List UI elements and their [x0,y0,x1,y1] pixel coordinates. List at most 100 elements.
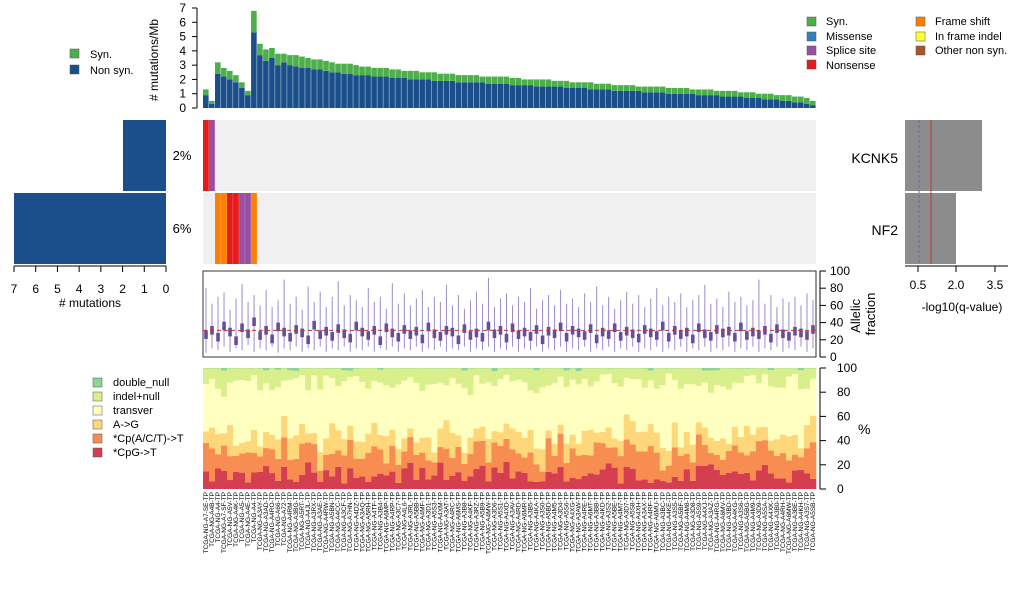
spectrum-segment [497,472,504,489]
spectrum-segment [509,478,516,489]
sample-label: TCGA-NG-A4RM-TP [287,492,294,553]
spectrum-segment [377,369,384,383]
spectrum-segment [389,471,396,489]
af-box [420,334,425,344]
sample-label: TCGA-NG-A3B0-TP [774,492,781,551]
gene-label-kcnk5: KCNK5 [851,150,898,166]
burden-bar-nonsyn [707,95,714,108]
sample-label: TCGA-NG-A4RH-TP [780,492,787,552]
sample-label: TCGA-NG-A3D7-TP [624,492,631,551]
spectrum-segment [671,379,679,423]
spectrum-segment [695,465,703,489]
spectrum-segment [287,368,294,371]
sample-label: TCGA-NG-A3B8-TP [461,492,468,551]
spectrum-swatch-a-g [92,419,103,430]
spectrum-segment [491,371,498,386]
spectrum-segment [395,384,402,449]
spectrum-segment [317,368,324,390]
spectrum-segment [257,471,264,489]
spectrum-segment [317,481,324,489]
spectrum-segment [803,473,811,489]
spectrum-segment [623,467,630,489]
spectrum-segment [641,368,649,388]
burden-bar-nonsyn [401,78,407,108]
spectrum-segment [347,377,354,426]
burden-bar-syn [497,76,504,84]
spectrum-segment [503,368,510,375]
spectrum-segment [653,368,661,389]
burden-bar-syn [605,83,612,90]
burden-bar-syn [431,72,437,81]
burden-bar-nonsyn [593,89,600,108]
burden-bar-nonsyn [233,82,239,108]
spectrum-segment [767,440,775,451]
spectrum-segment [779,368,787,388]
spectrum-segment [521,382,528,438]
sample-label: TCGA-NG-A7-SE-TP [203,492,210,553]
spectrum-segment [605,368,612,374]
burden-bar-syn [767,93,774,100]
sample-label: TCGA-NG-A4TF-TP [371,492,378,551]
burden-bar-nonsyn [611,90,618,108]
af-box [504,333,509,343]
burden-bar-syn [263,49,269,61]
spectrum-segment [557,466,564,489]
spectrum-segment [623,439,630,468]
spectrum-segment [785,460,793,483]
left-x-ticklabel: 2 [119,282,126,296]
spectrum-segment [599,431,606,444]
burden-bar-nonsyn [365,75,371,108]
af-box [246,329,250,339]
spectrum-segment [713,454,721,470]
spectrum-segment [245,380,252,442]
burden-bar-syn [407,70,413,80]
spectrum-segment [479,426,486,441]
burden-bar-syn [581,82,588,88]
spectrum-segment [287,479,294,489]
burden-bar-syn [461,75,468,83]
spectrum-segment [773,439,781,456]
spectrum-segment [353,368,360,369]
spectrum-segment [233,368,240,381]
spectrum-segment [533,481,540,489]
spectrum-segment [755,470,763,489]
burden-bar-syn [683,88,690,94]
top-y-ticklabel: 3 [179,58,186,72]
af-box [534,325,539,334]
spectrum-segment [551,455,558,474]
sample-label: TCGA-NG-A4CC-TP [335,492,342,552]
af-y-ticklabel: 100 [830,264,850,278]
spectrum-panel: 0 20 40 60 80 100 % [203,361,870,496]
burden-bar-nonsyn [587,89,594,108]
burden-bar-nonsyn [227,79,233,108]
spectrum-segment [623,377,630,415]
burden-bar-syn [755,93,762,98]
burden-bar-syn [227,70,233,80]
spectrum-segment [287,370,294,380]
spectrum-segment [707,437,715,453]
qvalue-ticklabel-0: 0.5 [910,278,927,292]
spectrum-segment [659,368,667,386]
spectrum-segment [731,471,739,489]
spectrum-segment [203,431,210,443]
spectrum-segment [593,432,600,443]
spectrum-segment [497,432,504,447]
spectrum-segment [581,378,588,431]
sample-label: TCGA-NG-A4M7-TP [618,492,625,552]
spectrum-segment [221,368,228,371]
spectrum-segment [299,423,306,444]
burden-bar-nonsyn [413,79,419,108]
spectrum-segment [461,368,468,371]
legend-label-missense: Missense [826,31,872,43]
spectrum-segment [551,368,558,383]
burden-bar-syn [533,79,540,87]
spectrum-segment [701,370,709,383]
spectrum-segment [239,453,246,473]
spectrum-segment [689,480,697,489]
spectrum-segment [461,388,468,453]
burden-bar-syn [395,69,401,78]
spectrum-segment [431,452,438,463]
spectrum-segment [677,447,685,456]
